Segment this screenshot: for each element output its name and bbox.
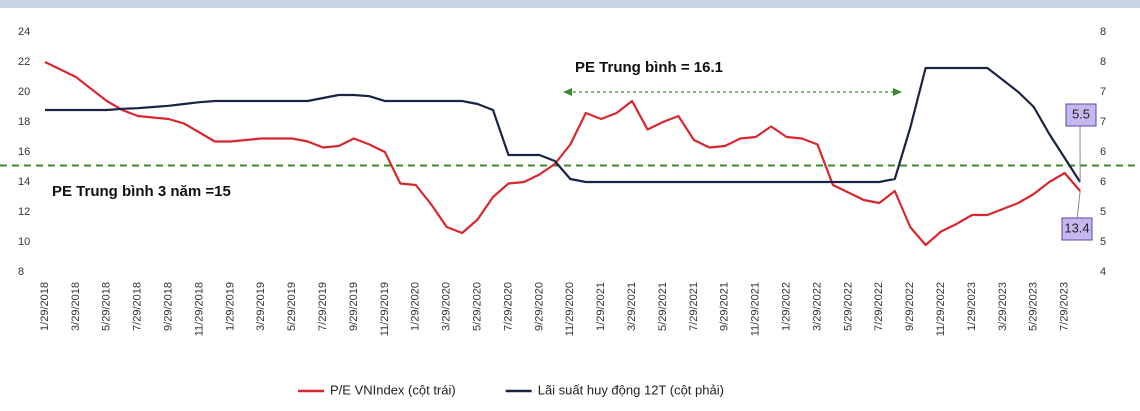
x-tick-label: 5/29/2019 xyxy=(286,282,298,331)
x-tick-label: 11/29/2021 xyxy=(750,282,762,336)
x-tick-label: 11/29/2018 xyxy=(193,282,205,336)
x-tick-label: 1/29/2021 xyxy=(595,282,607,331)
y2-tick-label: 5 xyxy=(1100,236,1106,248)
legend-label: P/E VNIndex (cột trái) xyxy=(330,382,456,397)
annotation: PE Trung bình = 16.1 xyxy=(575,59,723,76)
y-tick-label: 8 xyxy=(18,266,24,278)
x-tick-label: 11/29/2020 xyxy=(564,282,576,336)
y-tick-label: 18 xyxy=(18,116,30,128)
callout-box xyxy=(1061,217,1093,241)
y2-tick-label: 4 xyxy=(1100,266,1106,278)
y2-tick-label: 7 xyxy=(1100,86,1106,98)
x-tick-label: 3/29/2018 xyxy=(70,282,82,331)
x-tick-label: 11/29/2019 xyxy=(379,282,391,336)
x-tick-label: 5/29/2023 xyxy=(1028,282,1040,331)
x-tick-label: 7/29/2020 xyxy=(502,282,514,331)
x-tick-label: 7/29/2018 xyxy=(132,282,144,331)
y-tick-label: 22 xyxy=(18,56,30,68)
x-tick-label: 5/29/2018 xyxy=(101,282,113,331)
x-tick-label: 9/29/2022 xyxy=(904,282,916,331)
x-tick-label: 3/29/2020 xyxy=(441,282,453,331)
x-tick-label: 9/29/2018 xyxy=(163,282,175,331)
y2-tick-label: 5 xyxy=(1100,206,1106,218)
x-tick-label: 1/29/2023 xyxy=(966,282,978,331)
legend-label: Lãi suất huy động 12T (cột phải) xyxy=(538,382,724,397)
x-tick-label: 1/29/2018 xyxy=(39,282,51,331)
y-tick-label: 10 xyxy=(18,236,30,248)
x-tick-label: 1/29/2020 xyxy=(410,282,422,331)
x-tick-label: 1/29/2022 xyxy=(781,282,793,331)
series-line xyxy=(44,61,1081,247)
x-tick-label: 9/29/2019 xyxy=(348,282,360,331)
x-tick-label: 11/29/2022 xyxy=(935,282,947,336)
y2-tick-label: 7 xyxy=(1100,116,1106,128)
x-tick-label: 3/29/2021 xyxy=(626,282,638,331)
x-tick-label: 5/29/2021 xyxy=(657,282,669,331)
callout-value: 13.4 xyxy=(1064,220,1089,235)
x-tick-label: 3/29/2019 xyxy=(255,282,267,331)
x-tick-label: 5/29/2020 xyxy=(472,282,484,331)
y-tick-label: 24 xyxy=(18,26,30,38)
y-tick-label: 14 xyxy=(18,176,30,188)
y2-tick-label: 6 xyxy=(1100,176,1106,188)
x-tick-label: 3/29/2023 xyxy=(997,282,1009,331)
y-tick-label: 12 xyxy=(18,206,30,218)
y-tick-label: 16 xyxy=(18,146,30,158)
x-tick-label: 7/29/2023 xyxy=(1059,282,1071,331)
y2-tick-label: 8 xyxy=(1100,56,1106,68)
x-tick-label: 9/29/2020 xyxy=(533,282,545,331)
y2-tick-label: 8 xyxy=(1100,26,1106,38)
series-line xyxy=(45,66,1082,184)
callout-value: 5.5 xyxy=(1072,106,1090,121)
x-tick-label: 5/29/2022 xyxy=(842,282,854,331)
x-tick-label: 7/29/2019 xyxy=(317,282,329,331)
callout-box xyxy=(1065,103,1097,127)
x-tick-label: 7/29/2021 xyxy=(688,282,700,331)
reference-label: PE Trung bình 3 năm =15 xyxy=(52,183,231,200)
x-tick-label: 1/29/2019 xyxy=(224,282,236,331)
x-tick-label: 9/29/2021 xyxy=(719,282,731,331)
x-tick-label: 3/29/2022 xyxy=(811,282,823,331)
x-tick-label: 7/29/2022 xyxy=(873,282,885,331)
header-strip xyxy=(0,0,1140,8)
y2-tick-label: 6 xyxy=(1100,146,1106,158)
y-tick-label: 20 xyxy=(18,86,30,98)
